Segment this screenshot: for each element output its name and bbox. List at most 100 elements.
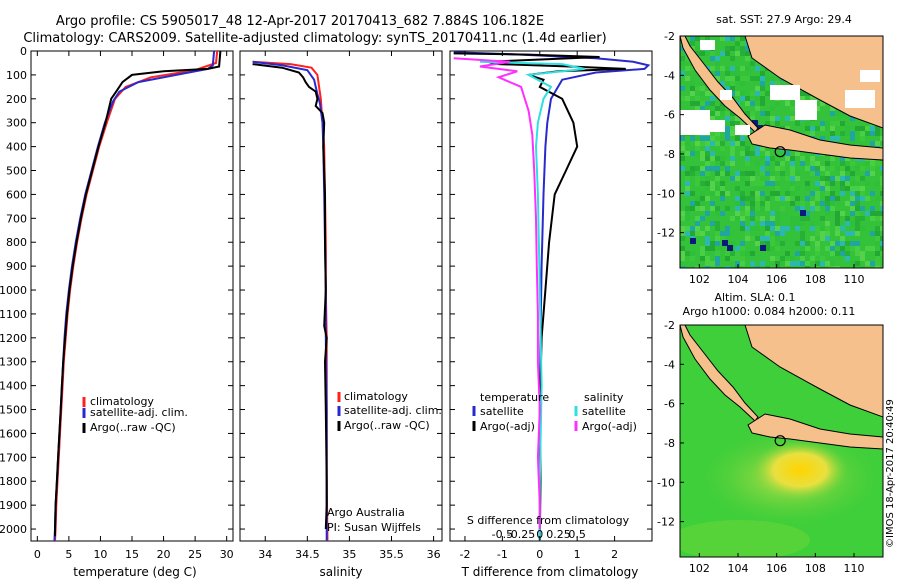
sst-cell	[860, 136, 865, 141]
sst-cell	[745, 236, 750, 241]
sst-cell	[705, 231, 710, 236]
sst-cell	[830, 126, 835, 131]
sst-cell	[750, 191, 755, 196]
sst-cell	[765, 241, 770, 246]
sst-cell	[720, 156, 725, 161]
sst-cell	[745, 46, 750, 51]
sst-cell	[770, 236, 775, 241]
sst-cell	[865, 161, 870, 166]
sst-cell	[810, 226, 815, 231]
map-y-tick-label: -6	[664, 398, 675, 411]
sst-cell	[680, 251, 685, 256]
sst-cell	[680, 216, 685, 221]
sst-cell	[875, 251, 880, 256]
sst-cell	[770, 191, 775, 196]
sst-cell	[765, 231, 770, 236]
sst-cell	[790, 176, 795, 181]
sst-cell	[785, 226, 790, 231]
sst-cell	[830, 261, 835, 266]
sst-cell	[760, 96, 765, 101]
sst-cell	[715, 171, 720, 176]
sst-cell	[745, 76, 750, 81]
x-tick-label: 30	[220, 548, 234, 561]
sst-cell	[705, 146, 710, 151]
sst-cell	[695, 96, 700, 101]
sst-cell	[830, 201, 835, 206]
sst-cell	[775, 121, 780, 126]
sst-cell	[730, 176, 735, 181]
sst-cell	[825, 261, 830, 266]
sst-cell	[720, 191, 725, 196]
sst-cell	[680, 266, 685, 268]
sst-cell	[725, 171, 730, 176]
sst-cell	[760, 86, 765, 91]
sst-cell	[805, 186, 810, 191]
salinity-legend: climatology satellite-adj. clim. Argo(..…	[337, 390, 442, 432]
sst-cell	[700, 231, 705, 236]
sst-cell	[810, 206, 815, 211]
sst-cell	[770, 216, 775, 221]
sst-cell	[780, 226, 785, 231]
sst-cell	[820, 176, 825, 181]
sst-cell	[715, 251, 720, 256]
legend-t-satellite: satellite	[480, 405, 524, 418]
sst-cell	[770, 181, 775, 186]
sst-cell	[820, 166, 825, 171]
sst-cell	[760, 216, 765, 221]
sst-cell	[730, 151, 735, 156]
sst-cell	[715, 131, 720, 136]
sst-cell	[830, 176, 835, 181]
sst-cell	[815, 161, 820, 166]
sst-cell	[750, 261, 755, 266]
sst-cell	[845, 216, 850, 221]
sst-cell	[790, 186, 795, 191]
sst-cell	[825, 186, 830, 191]
y-tick-label: 0	[20, 45, 27, 58]
salinity-xlabel: salinity	[319, 565, 362, 579]
sst-cell	[715, 176, 720, 181]
sst-cell	[735, 41, 740, 46]
sst-cell	[840, 131, 845, 136]
sst-cell	[690, 91, 695, 96]
sst-cell	[740, 76, 745, 81]
sst-cell	[760, 156, 765, 161]
sst-cell	[865, 261, 870, 266]
map-y-tick-label: -10	[657, 187, 675, 200]
sst-cell	[870, 131, 875, 136]
sst-cell	[775, 256, 780, 261]
sst-cell	[830, 191, 835, 196]
sst-cell	[845, 161, 850, 166]
sst-cell	[710, 141, 715, 146]
sst-cell	[715, 71, 720, 76]
sst-cell	[805, 251, 810, 256]
sst-cell	[680, 231, 685, 236]
sst-cell	[700, 156, 705, 161]
sst-cell	[880, 241, 883, 246]
x-tick-label: 34	[258, 548, 272, 561]
x-tick-label: 36	[427, 548, 441, 561]
sst-cell	[875, 181, 880, 186]
sst-cell	[765, 146, 770, 151]
sst-cell	[775, 196, 780, 201]
sst-cell	[695, 181, 700, 186]
sst-cell	[840, 211, 845, 216]
map-y-tick-label: -12	[657, 516, 675, 529]
sst-cell	[845, 201, 850, 206]
sst-cell	[695, 176, 700, 181]
sst-cell	[750, 171, 755, 176]
sst-cell	[835, 211, 840, 216]
sst-cell	[750, 221, 755, 226]
sst-cell	[875, 266, 880, 268]
sst-cell	[875, 241, 880, 246]
sst-cell	[860, 186, 865, 191]
sst-cell	[855, 241, 860, 246]
sst-cell	[705, 106, 710, 111]
sst-cell	[705, 91, 710, 96]
sst-cell	[770, 76, 775, 81]
sst-cell	[730, 36, 735, 41]
sst-cell	[705, 51, 710, 56]
sst-cell	[720, 246, 725, 251]
sst-cell	[850, 191, 855, 196]
sst-cell	[805, 196, 810, 201]
sst-cell	[865, 126, 870, 131]
